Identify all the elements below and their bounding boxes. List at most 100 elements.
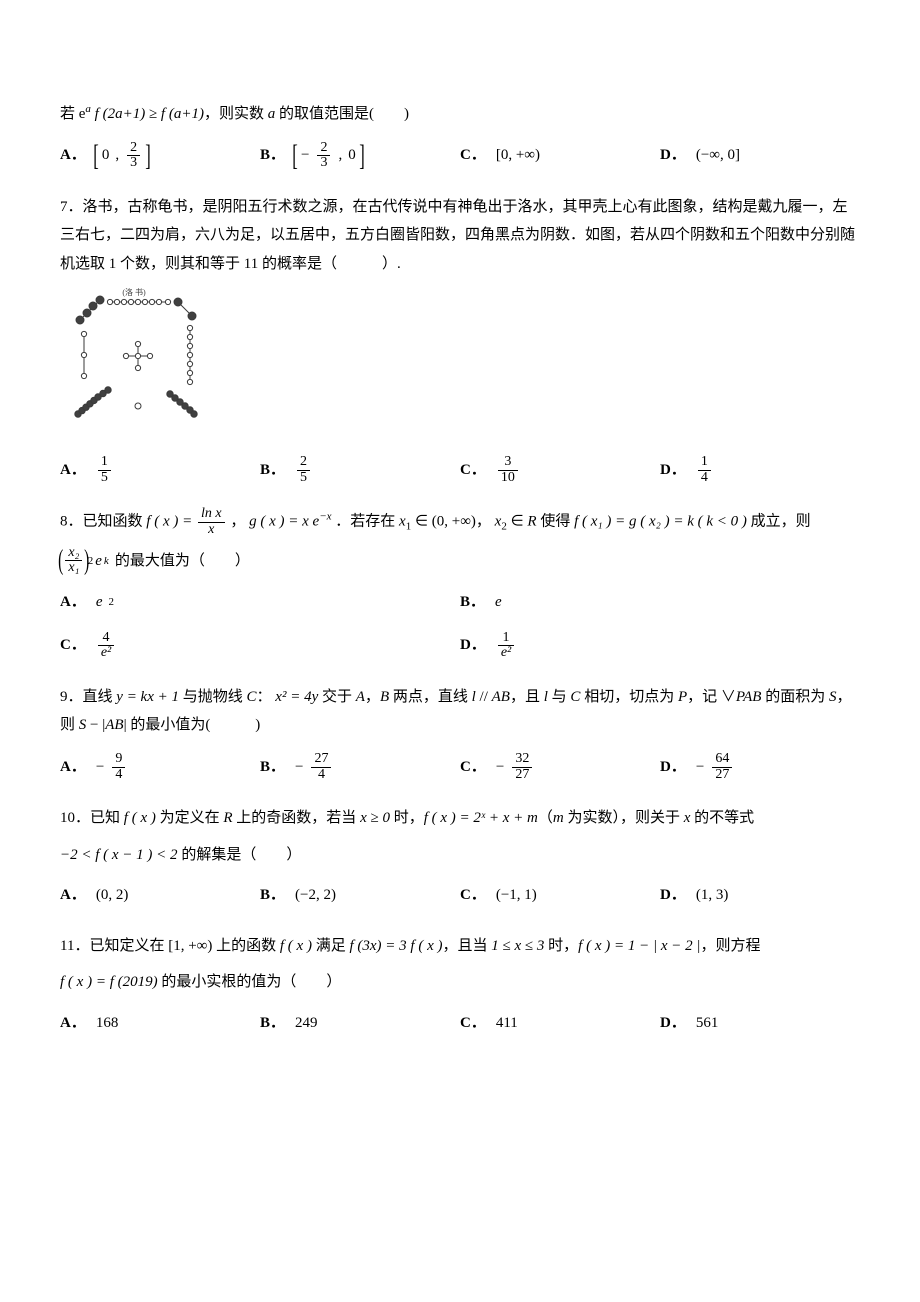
option-D[interactable]: D． 1e² <box>460 627 860 665</box>
option-A[interactable]: A．−94 <box>60 748 260 786</box>
txt: 两点，直线 <box>389 689 472 705</box>
val: (−2, 2) <box>295 881 336 910</box>
neg: − <box>301 141 309 170</box>
interval: (−∞, 0] <box>696 141 740 170</box>
option-B[interactable]: B． [ − 23 , 0 ] <box>260 137 460 175</box>
option-D[interactable]: D．561 <box>660 1005 860 1042</box>
opt-label: D． <box>660 1009 686 1038</box>
option-C[interactable]: C．4e² <box>60 627 460 665</box>
lbracket: [ <box>93 141 99 171</box>
rbracket: ] <box>145 141 151 171</box>
den: 4 <box>698 471 711 486</box>
num: 1 <box>98 455 111 471</box>
num: 64 <box>712 752 732 768</box>
txt: 满足 <box>312 938 350 954</box>
option-A[interactable]: A． [ 0, 23 ] <box>60 137 260 175</box>
txt: 的最小实根的值为（ ） <box>158 974 342 990</box>
q-num: 10． <box>60 810 90 826</box>
AB: AB <box>105 717 123 733</box>
txt: 时， <box>544 938 578 954</box>
option-A[interactable]: A．e2 <box>60 584 460 621</box>
option-B[interactable]: B．25 <box>260 451 460 489</box>
frac: 94 <box>112 752 125 782</box>
frac: 23 <box>317 141 330 171</box>
val: 249 <box>295 1009 318 1038</box>
neg: − <box>96 753 104 782</box>
q9-text: 9．直线 y = kx + 1 与抛物线 C： x² = 4y 交于 A，B 两… <box>60 683 860 740</box>
txt: ，且当 <box>443 938 492 954</box>
txt: ，则实数 <box>204 106 268 122</box>
opt-label: D． <box>660 881 686 910</box>
q8-text: 8．已知函数 f ( x ) = ln xx ， g ( x ) = x e−x… <box>60 507 860 537</box>
num: 27 <box>311 752 331 768</box>
option-C[interactable]: C． [0, +∞) <box>460 137 660 175</box>
txt: 时， <box>390 810 424 826</box>
option-D[interactable]: D． (1, 3) <box>660 877 860 914</box>
question-7: 7．洛书，古称龟书，是阴阳五行术数之源，在古代传说中有神龟出于洛水，其甲壳上心有… <box>60 193 860 489</box>
txt: 已知定义在 <box>89 938 168 954</box>
txt: 上的奇函数，若当 <box>233 810 361 826</box>
den: e² <box>98 646 114 661</box>
q-num: 9． <box>60 689 83 705</box>
option-B[interactable]: B． 249 <box>260 1005 460 1042</box>
option-B[interactable]: B．(−2, 2) <box>260 877 460 914</box>
eq: y = kx + 1 <box>116 689 179 705</box>
txt: | 的最小值为( ) <box>124 717 261 733</box>
opt-label: D． <box>460 631 486 660</box>
num: 2 <box>297 455 310 471</box>
frac: 1e² <box>498 631 514 661</box>
option-D[interactable]: D．14 <box>660 451 860 489</box>
txt: 上的函数 <box>212 938 280 954</box>
opt-label: C． <box>460 1009 486 1038</box>
option-A[interactable]: A．168 <box>60 1005 260 1042</box>
txt: ： <box>257 689 276 705</box>
option-A[interactable]: A． 15 <box>60 451 260 489</box>
txt: 的解集是（ ） <box>178 847 302 863</box>
frac: 15 <box>98 455 111 485</box>
option-B[interactable]: B．−274 <box>260 748 460 786</box>
gx: g ( x ) = x e <box>249 514 319 530</box>
den: 5 <box>98 471 111 486</box>
option-C[interactable]: C．310 <box>460 451 660 489</box>
opt-label: A． <box>60 456 86 485</box>
den: 4 <box>112 768 125 783</box>
option-C[interactable]: C．(−1, 1) <box>460 877 660 914</box>
frac: 14 <box>698 455 711 485</box>
C: C <box>570 689 580 705</box>
txt: 成立，则 <box>751 514 811 530</box>
sup: a <box>85 103 91 115</box>
lparen: ( <box>58 547 63 575</box>
option-B[interactable]: B．e <box>460 584 860 621</box>
val: (−1, 1) <box>496 881 537 910</box>
txt: ， <box>365 689 380 705</box>
opt-label: B． <box>460 588 485 617</box>
def: f ( x ) = 1 − | x − 2 | <box>578 938 700 954</box>
opt-label: A． <box>60 141 86 170</box>
opt-label: B． <box>260 1009 285 1038</box>
sep: , <box>338 141 342 170</box>
txt: 的取值范围是( ) <box>275 106 409 122</box>
fxdef: f ( x ) = 2ˣ + x + m <box>424 810 538 826</box>
option-A[interactable]: A．(0, 2) <box>60 877 260 914</box>
den: 4 <box>311 768 331 783</box>
txt: ， <box>230 514 249 530</box>
den: 3 <box>317 156 330 171</box>
option-C[interactable]: C．411 <box>460 1005 660 1042</box>
luoshu-diagram: (洛 书) <box>60 286 860 447</box>
den: x <box>198 523 225 538</box>
lbracket: [ <box>292 141 298 171</box>
luoshu-label: (洛 书) <box>122 287 146 297</box>
den: 27 <box>712 768 732 783</box>
txt: （ <box>538 810 553 826</box>
option-C[interactable]: C．−3227 <box>460 748 660 786</box>
parab: x² = 4y <box>275 689 318 705</box>
opt-label: A． <box>60 753 86 782</box>
R: R <box>223 810 232 826</box>
frac: 23 <box>127 141 140 171</box>
opt-label: C． <box>460 141 486 170</box>
val: (1, 3) <box>696 881 729 910</box>
q8-expr: ( x₂x₁ )2 ek 的最大值为（ ） <box>60 546 860 576</box>
q8-options-2: C．4e² D． 1e² <box>60 627 860 665</box>
option-D[interactable]: D． (−∞, 0] <box>660 137 860 175</box>
option-D[interactable]: D．−6427 <box>660 748 860 786</box>
